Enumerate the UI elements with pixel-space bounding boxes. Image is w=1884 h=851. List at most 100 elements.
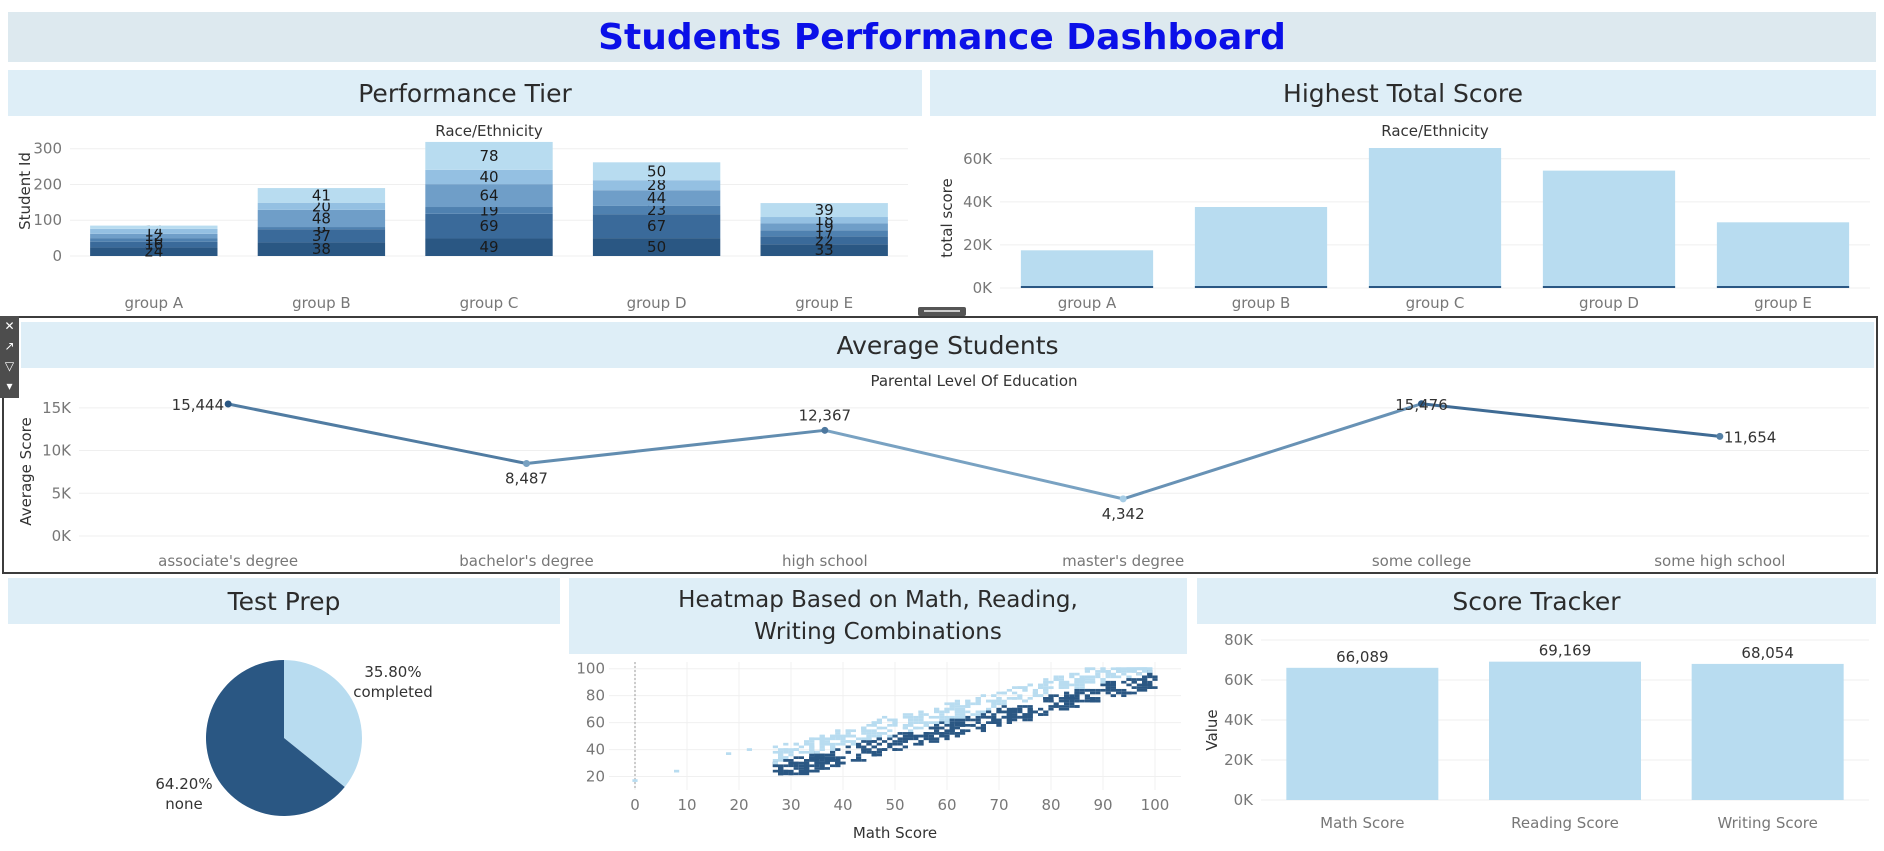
heatmap-cell bbox=[1105, 675, 1111, 679]
heatmap-cell bbox=[986, 721, 992, 724]
heatmap-cell bbox=[908, 734, 914, 738]
heatmap-cell bbox=[1006, 697, 1012, 700]
y-tick-label: 0K bbox=[973, 279, 994, 297]
heatmap-cell bbox=[1043, 678, 1049, 681]
heatmap-cell bbox=[908, 718, 914, 722]
heatmap-cell bbox=[1090, 697, 1096, 700]
pie-slice bbox=[206, 660, 345, 816]
heatmap-cell bbox=[1152, 675, 1158, 679]
heatmap-cell bbox=[1147, 680, 1153, 684]
close-icon[interactable]: ✕ bbox=[4, 319, 15, 333]
y-tick-label: 100 bbox=[33, 211, 62, 229]
heatmap-cell bbox=[1064, 691, 1070, 695]
heatmap-cell bbox=[1001, 715, 1007, 719]
heatmap-cell bbox=[1058, 675, 1064, 679]
more-icon[interactable]: ▾ bbox=[6, 379, 13, 393]
heatmap-cell bbox=[1152, 678, 1158, 681]
heatmap-cell bbox=[949, 707, 955, 711]
heatmap-cell bbox=[1095, 675, 1101, 679]
heatmap-cell bbox=[1105, 672, 1111, 676]
stacked-bar-segment bbox=[257, 202, 386, 210]
heatmap-cell bbox=[960, 729, 966, 733]
heatmap-cell bbox=[1095, 697, 1101, 700]
heatmap-cell bbox=[1022, 715, 1028, 719]
stacked-bar-segment bbox=[425, 141, 553, 170]
y-tick-label: 0 bbox=[52, 247, 62, 265]
y-tick-label: 0K bbox=[52, 527, 73, 545]
bar bbox=[1368, 148, 1502, 288]
stacked-bar-segment bbox=[257, 209, 386, 228]
y-tick-label: 60K bbox=[1224, 671, 1254, 689]
heatmap-cell bbox=[1069, 672, 1075, 676]
y-tick-label: 80 bbox=[586, 687, 605, 705]
heatmap-cell bbox=[778, 767, 784, 770]
heatmap-cell bbox=[830, 750, 836, 754]
heatmap-cell bbox=[939, 713, 945, 716]
heatmap-cell bbox=[960, 715, 966, 719]
heatmap-cell bbox=[788, 769, 794, 773]
heatmap-cell bbox=[1027, 718, 1033, 722]
y-tick-label: 40K bbox=[1224, 711, 1254, 729]
heatmap-cell bbox=[980, 729, 986, 733]
heatmap-cell bbox=[835, 742, 841, 746]
heatmap-cell bbox=[850, 729, 856, 733]
heatmap-cell bbox=[1079, 678, 1085, 681]
heatmap-cell bbox=[804, 750, 810, 754]
heatmap-cell bbox=[944, 729, 950, 733]
heatmap-cell bbox=[783, 756, 789, 760]
stacked-bar-segment bbox=[257, 227, 386, 230]
heatmap-cell bbox=[793, 764, 799, 768]
heatmap-cell bbox=[887, 729, 893, 733]
heatmap-cell bbox=[944, 737, 950, 741]
heatmap-cell bbox=[876, 718, 882, 722]
heatmap-cell bbox=[944, 718, 950, 722]
bar bbox=[1489, 661, 1641, 800]
x-tick-label: some high school bbox=[1654, 552, 1785, 570]
heatmap-cell bbox=[871, 750, 877, 754]
heatmap-cell bbox=[949, 732, 955, 735]
heatmap-cell bbox=[1043, 691, 1049, 695]
bar-base bbox=[1194, 286, 1328, 288]
heatmap-cell bbox=[819, 745, 825, 749]
heatmap-cell bbox=[944, 723, 950, 727]
heatmap-cell bbox=[1079, 688, 1085, 692]
heatmap-cell bbox=[1053, 705, 1059, 708]
heatmap-cell bbox=[830, 734, 836, 738]
heatmap-cell bbox=[783, 759, 789, 762]
heatmap-cell bbox=[1084, 678, 1090, 681]
heatmap-cell bbox=[1069, 699, 1075, 703]
heatmap-cell bbox=[809, 750, 815, 754]
heatmap-cell bbox=[809, 740, 815, 743]
heatmap-cell bbox=[897, 740, 903, 743]
filter-icon[interactable]: ▽ bbox=[4, 359, 15, 373]
popout-icon[interactable]: ↗ bbox=[4, 339, 15, 353]
heatmap-cell bbox=[954, 710, 960, 714]
data-label: 12,367 bbox=[799, 406, 852, 424]
heatmap-cell bbox=[1131, 691, 1137, 695]
resize-grip[interactable] bbox=[918, 307, 966, 316]
heatmap-cell bbox=[1012, 718, 1018, 722]
heatmap-cell bbox=[1090, 675, 1096, 679]
heatmap-cell bbox=[882, 726, 888, 730]
heatmap-cell bbox=[1074, 686, 1080, 689]
heatmap-cell bbox=[819, 761, 825, 765]
heatmap-cell bbox=[1043, 683, 1049, 687]
heatmap-cell bbox=[960, 710, 966, 714]
heatmap-cell bbox=[1038, 694, 1044, 698]
heatmap-cell bbox=[1142, 667, 1148, 671]
heatmap-cell bbox=[934, 723, 940, 727]
heatmap-cell bbox=[814, 769, 820, 773]
y-tick-label: 60K bbox=[963, 150, 993, 168]
stacked-bar-segment bbox=[760, 244, 888, 256]
heatmap-cell bbox=[830, 764, 836, 768]
x-tick-label: bachelor's degree bbox=[459, 552, 593, 570]
heatmap-cell bbox=[923, 723, 929, 727]
heatmap-cell bbox=[908, 732, 914, 735]
heatmap-title: Heatmap Based on Math, Reading, Writing … bbox=[569, 578, 1187, 654]
heatmap-cell bbox=[986, 715, 992, 719]
heatmap-cell bbox=[1142, 670, 1148, 673]
heatmap-cell bbox=[1017, 707, 1023, 711]
heatmap-cell bbox=[845, 740, 851, 743]
heatmap-cell bbox=[1048, 697, 1054, 700]
heatmap-cell bbox=[944, 707, 950, 711]
